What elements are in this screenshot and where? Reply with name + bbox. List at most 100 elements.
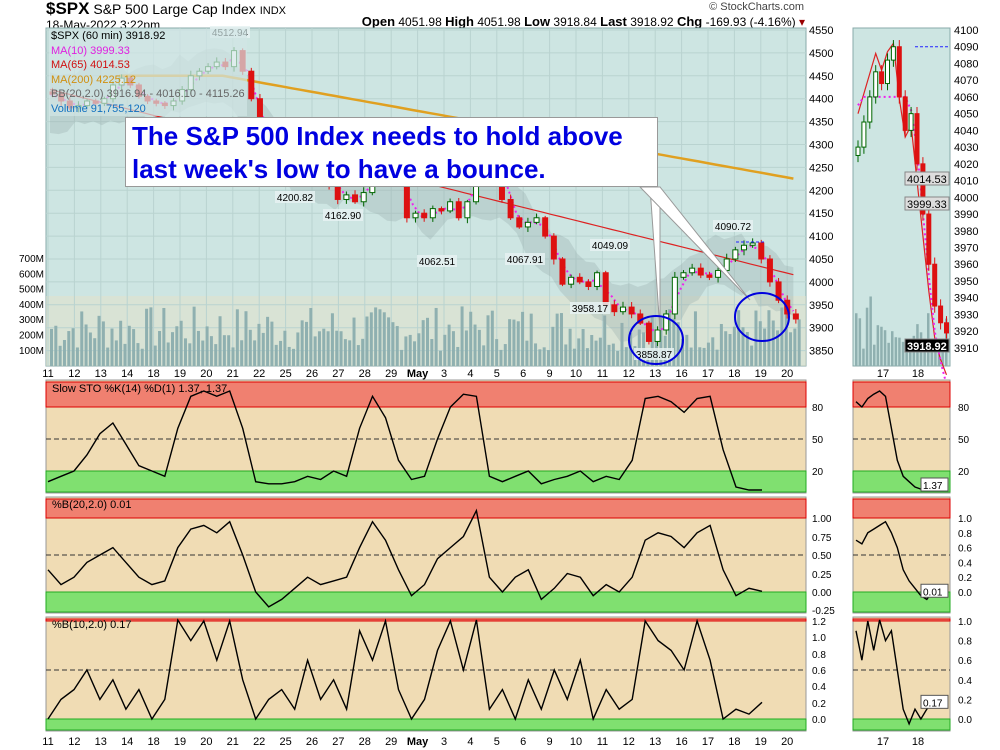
legend-bb: BB(20,2.0) 3916.94 - 4016.10 - 4115.26 [51,88,245,100]
mini-x-tick-label: 17 [877,368,889,380]
volume-bar [97,315,101,366]
volume-bar [114,340,118,366]
x-tick-top: 12 [68,368,80,380]
mini-volume-bar [891,331,894,366]
mini-osc-y-tick-label: 0.0 [958,715,972,726]
x-tick-bottom: 25 [279,736,291,748]
candle [464,201,471,219]
chg-value: -169.93 (-4.16%) [705,15,796,29]
x-tick-bottom: 12 [623,736,635,748]
mini-ma65-line [857,41,948,376]
volume-bar [162,307,166,366]
mini-osc-y-tick-label: 0.2 [958,695,972,706]
volume-bar [611,343,615,366]
candle [732,249,739,260]
mini-volume-bar [930,341,934,366]
y-tick-label: 3950 [809,300,833,312]
osc-y-tick-label: 0.4 [812,682,826,693]
candle [516,217,523,228]
volume-bar [659,317,663,366]
osc-bg [45,616,807,732]
volume-tick-label: 200M [19,331,44,342]
annotation-line1: The S&P 500 Index needs to hold above [132,121,623,151]
volume-bar [80,311,84,366]
down-arrow-icon: ▾ [798,15,805,29]
mini-y-tick-label: 4100 [954,25,978,37]
osc-y-tick-label: 1.0 [812,633,826,644]
osc-y-tick-label: 0.0 [812,715,826,726]
mini-y-tick-label: 4000 [954,192,978,204]
mini-osc-line [855,390,933,491]
volume-bar [451,331,455,366]
price-tag-bg [904,196,950,211]
volume-bar [192,306,196,366]
price-label: 4162.90 [325,211,362,222]
mini-osc-bg [852,616,951,732]
x-tick-top: 18 [147,368,159,380]
mini-osc-y-tick-label: 0.8 [958,529,972,540]
volume-bar [719,323,723,366]
x-tick-top: 4 [467,368,473,380]
high-value: 4051.98 [477,15,521,29]
volume-bar [789,332,793,366]
volume-bar [521,311,525,366]
mini-volume-bar [883,330,887,366]
osc-y-tick-label: 0.25 [812,570,832,581]
mini-candle [855,146,861,156]
mini-candle [926,213,932,265]
volume-bar [348,340,352,366]
x-tick-bottom: 6 [520,736,526,748]
y-tick-label: 4450 [809,71,833,83]
mini-volume-bar [855,313,858,366]
legend-ma65: MA(65) 4014.53 [51,59,130,71]
mini-volume-bar [923,345,926,366]
price-tag: 3999.33 [907,199,947,211]
price-tag: 3918.92 [907,341,947,353]
volume-bar [559,313,563,366]
candle [576,276,583,283]
index-name: S&P 500 Large Cap Index [93,1,256,17]
x-tick-top: May [407,368,429,380]
mini-volume-bar [873,344,876,366]
candle [697,267,704,276]
candle [585,281,592,287]
mini-candle [879,71,885,85]
y-tick-label: 4350 [809,117,833,129]
volume-tick-label: 600M [19,269,44,280]
legend-ma200: MA(200) 4225.12 [51,73,136,86]
volume-bar [499,349,503,366]
osc-y-tick-label: 0.50 [812,551,832,562]
price-label: 3858.87 [636,350,673,361]
x-tick-bottom: 14 [121,736,133,748]
mini-osc-overbought-zone [852,381,951,408]
volume-bar [283,330,287,366]
x-tick-bottom: 5 [494,736,500,748]
x-tick-bottom: 11 [597,736,608,748]
volume-bar [240,340,244,366]
x-tick-bottom: 26 [306,736,318,748]
x-tick-bottom: 9 [547,736,553,748]
mini-osc-y-tick-label: 0.6 [958,656,972,667]
mini-osc-y-tick-label: 80 [958,403,970,414]
candle [447,201,454,212]
exchange: INDX [259,5,286,17]
mini-candle [902,96,908,131]
pctb10-title: %B(10,2.0) 0.17 [52,619,132,631]
mini-y-tick-label: 3940 [954,293,978,305]
candle [619,306,626,313]
x-tick-top: 17 [702,368,714,380]
mini-ma10-line [857,95,948,386]
mini-candle [873,71,879,98]
volume-bar [512,319,516,366]
volume-bar [607,344,611,366]
volume-bar [572,348,576,366]
volume-bar [127,325,131,366]
price-label-bg [417,255,457,267]
mini-y-tick-label: 3930 [954,309,978,321]
mini-volume-bar [865,307,869,366]
volume-bar [689,347,693,366]
mini-osc-y-tick-label: 0.4 [958,676,972,687]
legend-ma10: MA(10) 3999.33 [51,44,130,57]
volume-bar [590,334,594,366]
